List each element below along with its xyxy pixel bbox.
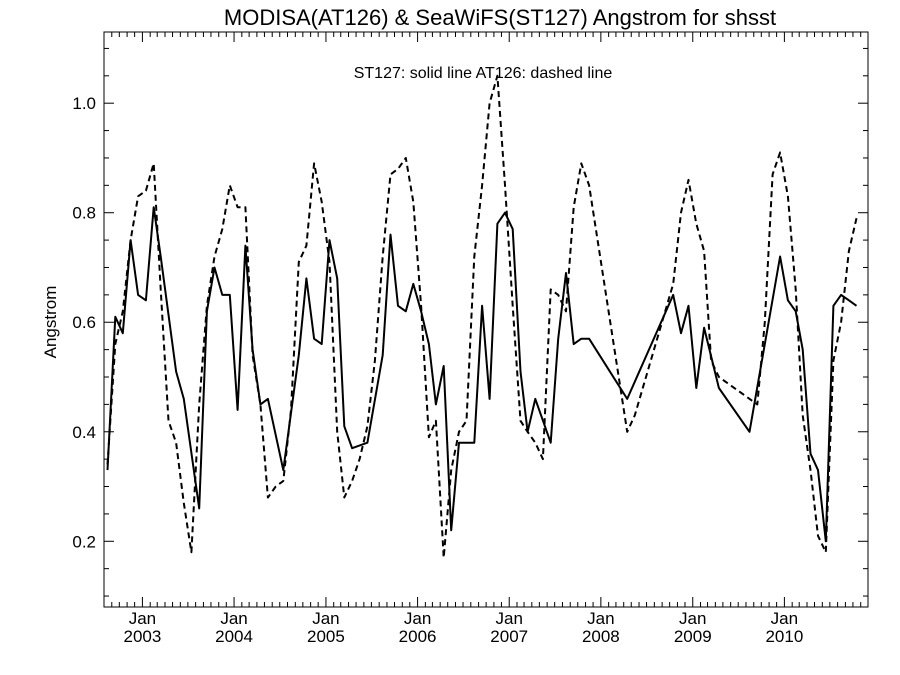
x-axis-ticks: Jan2003Jan2004Jan2005Jan2006Jan2007Jan20… [103, 32, 862, 646]
y-tick-label: 1.0 [72, 94, 96, 113]
y-axis-label: Angstrom [41, 286, 60, 359]
x-tick-label-month: Jan [496, 609, 523, 628]
x-tick-label-year: 2008 [582, 627, 620, 646]
x-tick-label-year: 2010 [765, 627, 803, 646]
x-tick-label-month: Jan [220, 609, 247, 628]
x-tick-label-year: 2009 [674, 627, 712, 646]
x-tick-label-month: Jan [129, 609, 156, 628]
legend-text: ST127: solid line AT126: dashed line [354, 65, 613, 82]
x-tick-label-month: Jan [771, 609, 798, 628]
series-line-at126 [106, 74, 858, 559]
series-group [106, 74, 858, 559]
x-tick-label-month: Jan [679, 609, 706, 628]
x-tick-label-year: 2006 [399, 627, 437, 646]
plot-frame [103, 31, 869, 608]
x-tick-label-year: 2005 [307, 627, 345, 646]
x-tick-label-year: 2003 [123, 627, 161, 646]
x-tick-label-year: 2004 [215, 627, 253, 646]
series-line-st127 [106, 206, 858, 543]
y-axis-ticks: 0.2 0.4 0.6 0.8 1.0 [72, 47, 868, 597]
x-tick-label-month: Jan [404, 609, 431, 628]
y-tick-label: 0.6 [72, 313, 96, 332]
plot-area [103, 31, 869, 608]
x-tick-label-month: Jan [587, 609, 614, 628]
y-tick-label: 0.8 [72, 204, 96, 223]
x-tick-label-month: Jan [312, 609, 339, 628]
y-tick-label: 0.2 [72, 532, 96, 551]
chart-title: MODISA(AT126) & SeaWiFS(ST127) Angstrom … [224, 5, 776, 30]
y-tick-label: 0.4 [72, 423, 96, 442]
x-tick-label-year: 2007 [490, 627, 528, 646]
